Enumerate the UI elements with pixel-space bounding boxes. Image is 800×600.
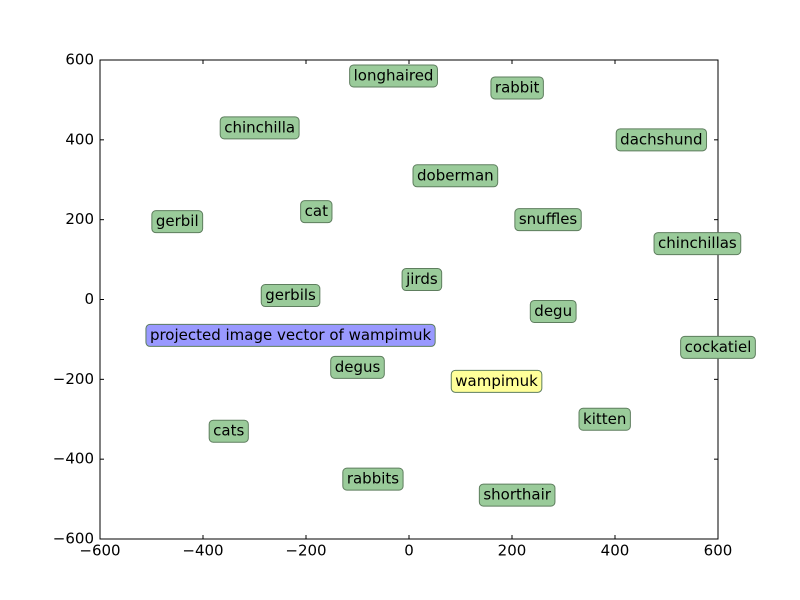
x-tick-label: −600 — [79, 542, 120, 560]
y-tick-label: 0 — [84, 290, 94, 308]
label-box — [300, 200, 333, 224]
point-label-text: chinchilla — [224, 118, 295, 136]
point-label-text: shorthair — [483, 486, 551, 504]
point-label: gerbil — [151, 210, 204, 234]
label-box — [514, 208, 582, 232]
x-tick-label: −200 — [285, 542, 326, 560]
y-tick-label: −200 — [53, 370, 94, 388]
label-box — [478, 483, 556, 507]
label-box — [342, 467, 404, 491]
point-label: cockatiel — [680, 335, 756, 359]
point-label-text: wampimuk — [455, 372, 538, 390]
x-tick-label: 0 — [404, 542, 414, 560]
label-box — [490, 76, 544, 100]
point-label: chinchilla — [219, 116, 300, 140]
label-box — [208, 419, 249, 443]
point-label-text: jirds — [405, 270, 438, 288]
point-label-text: gerbil — [156, 212, 199, 230]
label-box — [260, 284, 321, 308]
point-label: longhaired — [349, 64, 438, 88]
point-label-text: rabbits — [347, 470, 399, 488]
point-label-text: kitten — [583, 410, 626, 428]
x-tick-label: 600 — [704, 542, 733, 560]
label-box — [450, 369, 543, 393]
point-label: kitten — [578, 407, 631, 431]
y-tick-label: −400 — [53, 450, 94, 468]
point-label-text: projected image vector of wampimuk — [150, 326, 432, 344]
point-label-text: doberman — [417, 166, 494, 184]
point-label: shorthair — [478, 483, 556, 507]
point-label: wampimuk — [450, 369, 543, 393]
y-tick-label: 400 — [65, 130, 94, 148]
point-label-text: cats — [213, 422, 244, 440]
point-label: degus — [330, 355, 385, 379]
point-label-text: cat — [305, 202, 328, 220]
label-box — [349, 64, 438, 88]
point-label: cat — [300, 200, 333, 224]
label-box — [680, 335, 756, 359]
label-box — [653, 232, 742, 256]
point-label: degu — [529, 299, 577, 323]
point-label-text: degu — [534, 302, 572, 320]
x-tick-label: 400 — [601, 542, 630, 560]
y-tick-label: −600 — [53, 530, 94, 548]
label-box — [151, 210, 204, 234]
point-label: cats — [208, 419, 249, 443]
point-label-text: snuffles — [519, 210, 578, 228]
point-label-text: degus — [335, 358, 381, 376]
label-box — [330, 355, 385, 379]
point-label: projected image vector of wampimuk — [145, 323, 436, 347]
point-label: gerbils — [260, 284, 321, 308]
point-label: doberman — [412, 164, 499, 188]
point-label: dachshund — [615, 128, 708, 152]
x-tick-label: 200 — [498, 542, 527, 560]
point-label-text: rabbit — [495, 78, 540, 96]
label-box — [145, 323, 436, 347]
label-box — [412, 164, 499, 188]
point-label-text: cockatiel — [685, 338, 752, 356]
point-label: chinchillas — [653, 232, 742, 256]
label-box — [219, 116, 300, 140]
point-label-text: gerbils — [265, 286, 316, 304]
label-box — [529, 299, 577, 323]
point-label-text: longhaired — [354, 66, 434, 84]
point-label: rabbits — [342, 467, 404, 491]
y-tick-label: 200 — [65, 210, 94, 228]
x-tick-label: −400 — [182, 542, 223, 560]
label-box — [401, 268, 443, 292]
label-box — [578, 407, 631, 431]
point-label: rabbit — [490, 76, 544, 100]
point-label: jirds — [401, 268, 443, 292]
point-label-text: chinchillas — [658, 234, 737, 252]
point-label: snuffles — [514, 208, 582, 232]
label-box — [615, 128, 708, 152]
y-tick-label: 600 — [65, 51, 94, 69]
point-label-text: dachshund — [620, 130, 702, 148]
